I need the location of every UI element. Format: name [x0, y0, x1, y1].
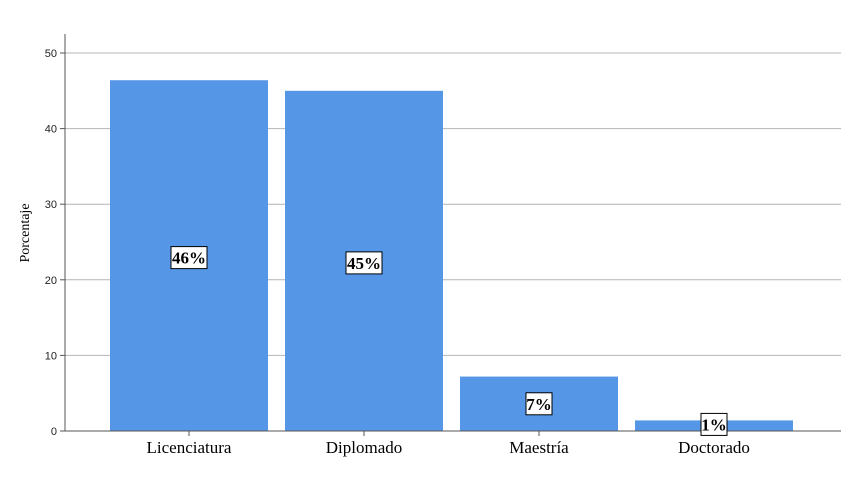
data-label-box [700, 412, 728, 436]
x-category-label: Doctorado [678, 438, 750, 457]
x-category-labels: Licenciatura Diplomado Maestría Doctorado [147, 438, 750, 457]
y-tick-label: 0 [51, 426, 57, 438]
data-label: 45% [347, 254, 381, 273]
y-tick-labels: 0 10 20 30 40 50 [45, 48, 57, 438]
data-labels: 46% 45% 7% 1% [170, 246, 728, 436]
data-label-box [525, 392, 553, 416]
y-tick-label: 10 [45, 350, 57, 362]
data-label-box [345, 251, 383, 275]
data-label: 46% [172, 249, 206, 268]
x-category-label: Maestría [509, 438, 569, 457]
data-label: 1% [701, 415, 727, 434]
data-label: 7% [526, 395, 552, 414]
bars [110, 80, 793, 432]
y-axis-label: Porcentaje [18, 203, 33, 262]
y-tick-label: 50 [45, 48, 57, 60]
x-category-label: Licenciatura [147, 438, 232, 457]
data-label-box [170, 246, 208, 270]
y-tick-label: 20 [45, 275, 57, 287]
y-tick-label: 30 [45, 199, 57, 211]
x-category-label: Diplomado [326, 438, 403, 457]
y-tick-label: 40 [45, 124, 57, 136]
